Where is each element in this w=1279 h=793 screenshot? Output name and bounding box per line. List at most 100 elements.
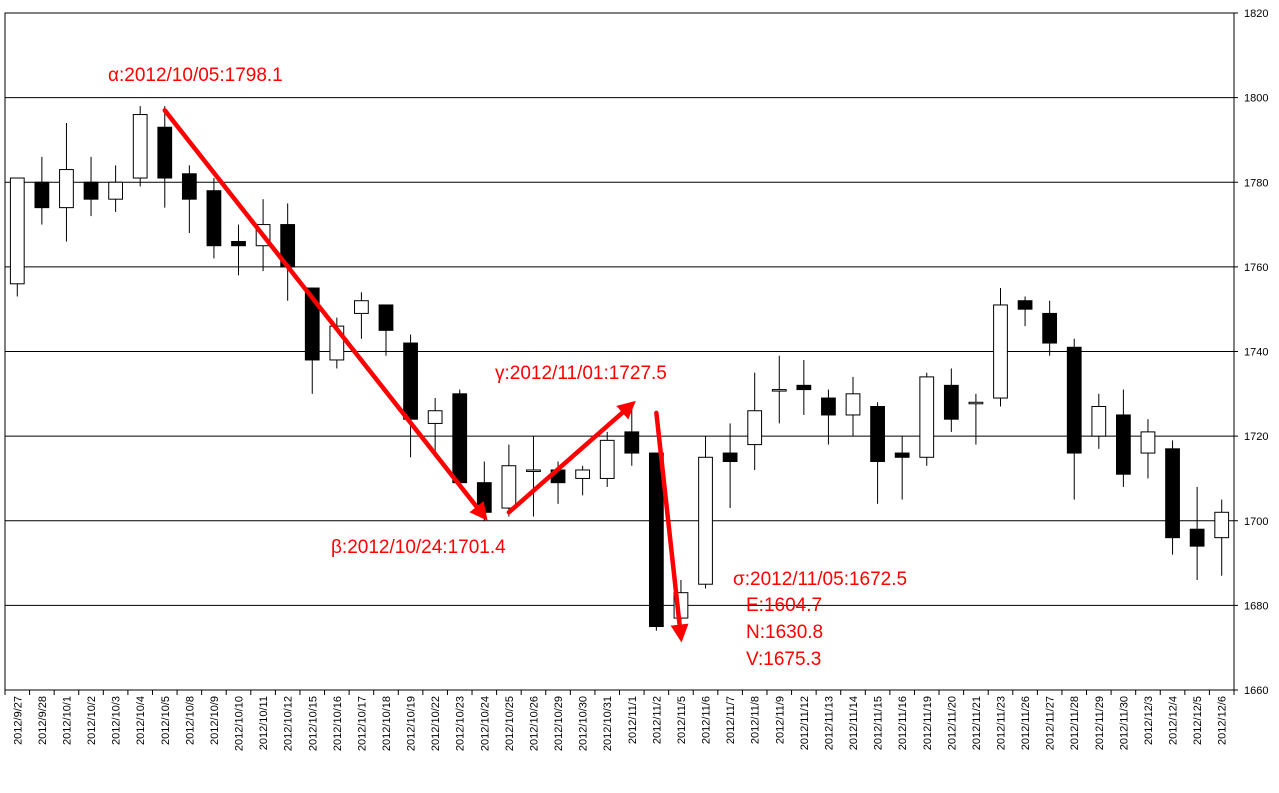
candle bbox=[845, 376, 861, 437]
x-tick-label: 2012/10/3 bbox=[111, 696, 123, 745]
candle-body-up bbox=[354, 300, 369, 314]
candle-body-down bbox=[1042, 312, 1058, 344]
x-tick-label: 2012/10/19 bbox=[406, 696, 418, 751]
candle-body-down bbox=[181, 173, 197, 200]
x-tick-label: 2012/11/8 bbox=[750, 696, 762, 744]
x-tick-label: 2012/11/20 bbox=[946, 696, 958, 750]
candle-body-up bbox=[501, 465, 517, 509]
x-tick-label: 2012/10/24 bbox=[479, 696, 491, 751]
candle-body-up bbox=[132, 114, 148, 179]
candle bbox=[1214, 499, 1230, 576]
candle bbox=[894, 436, 910, 500]
x-tick-label: 2012/11/7 bbox=[725, 696, 737, 744]
candle-body-down bbox=[403, 342, 418, 420]
candle-body-up bbox=[1140, 431, 1156, 454]
candle bbox=[1189, 486, 1205, 580]
x-tick-label: 2012/10/18 bbox=[381, 696, 393, 751]
x-tick-label: 2012/10/23 bbox=[455, 696, 467, 751]
trend-arrow bbox=[506, 400, 636, 515]
x-tick-label: 2012/10/2 bbox=[86, 696, 98, 745]
y-tick-label: 1740 bbox=[1244, 347, 1268, 359]
x-tick-label: 2012/10/4 bbox=[135, 696, 147, 745]
candle bbox=[870, 402, 885, 504]
x-tick-label: 2012/9/27 bbox=[12, 696, 24, 745]
x-tick-label: 2012/11/28 bbox=[1069, 696, 1081, 750]
candle-body-up bbox=[845, 393, 861, 416]
candle-body-down bbox=[894, 452, 910, 458]
candle-body-up bbox=[9, 177, 25, 285]
y-tick-label: 1660 bbox=[1244, 685, 1268, 697]
y-tick-label: 1760 bbox=[1244, 262, 1268, 274]
x-tick-label: 2012/11/12 bbox=[799, 696, 811, 750]
annotation-alpha: α:2012/10/05:1798.1 bbox=[108, 65, 283, 86]
candle-body-down bbox=[821, 397, 836, 416]
candle bbox=[34, 156, 50, 225]
x-tick-label: 2012/11/19 bbox=[922, 696, 934, 750]
candle bbox=[747, 372, 763, 470]
x-tick-label: 2012/11/16 bbox=[897, 696, 909, 750]
candle-body-down bbox=[624, 431, 640, 454]
x-tick-label: 2012/10/31 bbox=[602, 696, 614, 751]
x-tick-label: 2012/10/26 bbox=[528, 696, 540, 751]
candle-body-down bbox=[34, 181, 50, 209]
x-tick-label: 2012/10/17 bbox=[356, 696, 368, 751]
candle bbox=[452, 389, 468, 487]
annotation-sigma: σ:2012/11/05:1672.5 bbox=[733, 569, 907, 590]
trend-arrow bbox=[162, 108, 488, 521]
x-tick-label: 2012/11/15 bbox=[873, 696, 885, 750]
y-tick-label: 1700 bbox=[1244, 516, 1268, 528]
candle-body-up bbox=[747, 410, 763, 446]
x-tick-label: 2012/9/28 bbox=[37, 696, 49, 745]
candle-body-down bbox=[796, 384, 812, 391]
x-tick-label: 2012/10/25 bbox=[504, 696, 516, 751]
x-tick-label: 2012/11/30 bbox=[1118, 696, 1130, 750]
candle-body-down bbox=[648, 452, 664, 628]
candle-body-up bbox=[526, 469, 541, 472]
x-tick-label: 2012/12/4 bbox=[1168, 696, 1180, 745]
y-tick-label: 1720 bbox=[1244, 431, 1268, 443]
candle bbox=[624, 406, 640, 466]
candle bbox=[943, 368, 959, 432]
x-tick-label: 2012/10/11 bbox=[258, 696, 270, 750]
candle-body-up bbox=[599, 439, 615, 479]
y-tick-label: 1780 bbox=[1244, 177, 1268, 189]
x-tick-label: 2012/10/29 bbox=[553, 696, 565, 751]
x-tick-label: 2012/11/14 bbox=[848, 696, 860, 750]
x-tick-label: 2012/10/1 bbox=[61, 696, 73, 745]
x-tick-label: 2012/11/29 bbox=[1094, 696, 1106, 750]
x-tick-label: 2012/10/9 bbox=[209, 696, 221, 745]
candle-body-up bbox=[1214, 511, 1230, 539]
candle bbox=[59, 123, 74, 242]
candle-body-up bbox=[108, 181, 123, 200]
annotation-e: E:1604.7 bbox=[746, 595, 822, 616]
x-tick-label: 2012/12/6 bbox=[1217, 696, 1229, 745]
candle-body-down bbox=[722, 452, 738, 463]
candle bbox=[599, 431, 615, 487]
candle-body-up bbox=[1091, 406, 1107, 437]
candle-body-down bbox=[1189, 528, 1205, 547]
candle-body-up bbox=[575, 469, 591, 479]
candle bbox=[771, 355, 787, 424]
candle-body-up bbox=[968, 401, 984, 405]
x-tick-label: 2012/11/13 bbox=[823, 696, 835, 750]
candle bbox=[403, 334, 418, 458]
annotation-n: N:1630.8 bbox=[746, 622, 823, 643]
candle bbox=[1116, 389, 1131, 487]
x-tick-label: 2012/12/3 bbox=[1143, 696, 1155, 745]
candle bbox=[501, 444, 517, 517]
candle bbox=[206, 178, 222, 259]
x-tick-label: 2012/10/12 bbox=[283, 696, 295, 751]
candle-body-down bbox=[304, 287, 320, 361]
x-axis: 2012/9/27 2012/9/28 2012/10/1 2012/10/2 2012… bbox=[4, 690, 1235, 751]
x-tick-label: 2012/10/5 bbox=[160, 696, 172, 745]
candle bbox=[1042, 300, 1058, 356]
x-tick-label: 2012/10/10 bbox=[234, 696, 246, 751]
candle-body-down bbox=[1066, 346, 1082, 454]
candle bbox=[231, 224, 246, 276]
candle bbox=[181, 165, 197, 234]
candle-body-up bbox=[427, 410, 443, 424]
candle bbox=[354, 292, 369, 339]
candle bbox=[821, 389, 836, 445]
candle bbox=[919, 372, 935, 466]
candle-body-up bbox=[919, 376, 935, 458]
